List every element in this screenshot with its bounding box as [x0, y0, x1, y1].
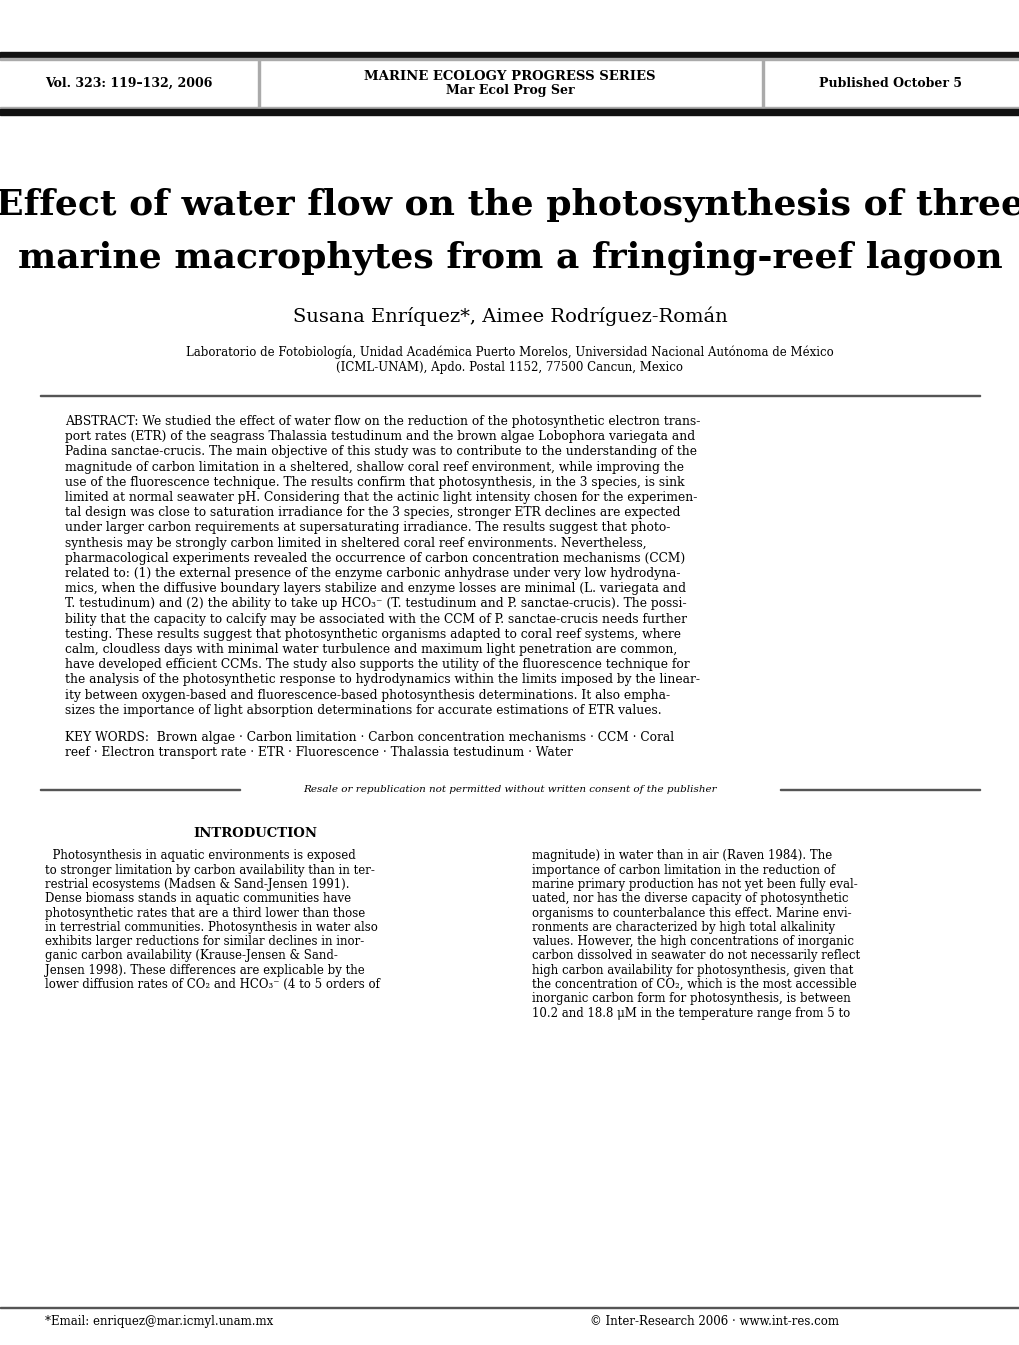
- Text: use of the fluorescence technique. The results confirm that photosynthesis, in t: use of the fluorescence technique. The r…: [65, 476, 684, 488]
- Text: calm, cloudless days with minimal water turbulence and maximum light penetration: calm, cloudless days with minimal water …: [65, 643, 677, 656]
- Text: Effect of water flow on the photosynthesis of three: Effect of water flow on the photosynthes…: [0, 188, 1019, 222]
- Text: pharmacological experiments revealed the occurrence of carbon concentration mech: pharmacological experiments revealed the…: [65, 551, 685, 565]
- Text: Susana Enríquez*, Aimee Rodríguez-Román: Susana Enríquez*, Aimee Rodríguez-Román: [292, 307, 727, 325]
- Text: ABSTRACT: We studied the effect of water flow on the reduction of the photosynth: ABSTRACT: We studied the effect of water…: [65, 416, 700, 428]
- Text: have developed efficient CCMs. The study also supports the utility of the fluore: have developed efficient CCMs. The study…: [65, 658, 689, 671]
- Text: Jensen 1998). These differences are explicable by the: Jensen 1998). These differences are expl…: [45, 964, 365, 976]
- Text: bility that the capacity to calcify may be associated with the CCM of P. sanctae: bility that the capacity to calcify may …: [65, 612, 687, 625]
- Text: marine primary production has not yet been fully eval-: marine primary production has not yet be…: [532, 878, 857, 890]
- Text: reef · Electron transport rate · ETR · Fluorescence · Thalassia testudinum · Wat: reef · Electron transport rate · ETR · F…: [65, 746, 573, 759]
- Text: ity between oxygen-based and fluorescence-based photosynthesis determinations. I: ity between oxygen-based and fluorescenc…: [65, 689, 669, 702]
- Text: ganic carbon availability (Krause-Jensen & Sand-: ganic carbon availability (Krause-Jensen…: [45, 950, 337, 963]
- Text: exhibits larger reductions for similar declines in inor-: exhibits larger reductions for similar d…: [45, 935, 364, 948]
- Text: sizes the importance of light absorption determinations for accurate estimations: sizes the importance of light absorption…: [65, 703, 661, 717]
- Text: magnitude of carbon limitation in a sheltered, shallow coral reef environment, w: magnitude of carbon limitation in a shel…: [65, 460, 684, 473]
- Text: in terrestrial communities. Photosynthesis in water also: in terrestrial communities. Photosynthes…: [45, 921, 377, 933]
- Bar: [0, 58, 1019, 61]
- Text: the analysis of the photosynthetic response to hydrodynamics within the limits i: the analysis of the photosynthetic respo…: [65, 674, 699, 686]
- Text: to stronger limitation by carbon availability than in ter-: to stronger limitation by carbon availab…: [45, 863, 375, 877]
- Text: Published October 5: Published October 5: [818, 77, 962, 90]
- Text: related to: (1) the external presence of the enzyme carbonic anhydrase under ver: related to: (1) the external presence of…: [65, 568, 680, 580]
- Text: testing. These results suggest that photosynthetic organisms adapted to coral re: testing. These results suggest that phot…: [65, 628, 681, 640]
- Text: Padina sanctae-crucis. The main objective of this study was to contribute to the: Padina sanctae-crucis. The main objectiv…: [65, 445, 696, 459]
- Text: T. testudinum) and (2) the ability to take up HCO₃⁻ (T. testudinum and P. sancta: T. testudinum) and (2) the ability to ta…: [65, 597, 686, 611]
- Text: tal design was close to saturation irradiance for the 3 species, stronger ETR de: tal design was close to saturation irrad…: [65, 506, 680, 519]
- Text: Mar Ecol Prog Ser: Mar Ecol Prog Ser: [445, 83, 574, 97]
- Text: lower diffusion rates of CO₂ and HCO₃⁻ (4 to 5 orders of: lower diffusion rates of CO₂ and HCO₃⁻ (…: [45, 978, 379, 991]
- Text: the concentration of CO₂, which is the most accessible: the concentration of CO₂, which is the m…: [532, 978, 856, 991]
- Text: carbon dissolved in seawater do not necessarily reflect: carbon dissolved in seawater do not nece…: [532, 950, 859, 963]
- Text: restrial ecosystems (Madsen & Sand-Jensen 1991).: restrial ecosystems (Madsen & Sand-Jense…: [45, 878, 350, 890]
- Text: photosynthetic rates that are a third lower than those: photosynthetic rates that are a third lo…: [45, 907, 365, 920]
- Text: INTRODUCTION: INTRODUCTION: [193, 827, 317, 841]
- Bar: [0, 108, 1019, 109]
- Text: © Inter-Research 2006 · www.int-res.com: © Inter-Research 2006 · www.int-res.com: [589, 1315, 839, 1328]
- Text: *Email: enriquez@mar.icmyl.unam.mx: *Email: enriquez@mar.icmyl.unam.mx: [45, 1315, 273, 1328]
- Text: Laboratorio de Fotobiología, Unidad Académica Puerto Morelos, Universidad Nacion: Laboratorio de Fotobiología, Unidad Acad…: [185, 346, 834, 359]
- Text: synthesis may be strongly carbon limited in sheltered coral reef environments. N: synthesis may be strongly carbon limited…: [65, 537, 646, 550]
- Text: mics, when the diffusive boundary layers stabilize and enzyme losses are minimal: mics, when the diffusive boundary layers…: [65, 582, 686, 596]
- Text: MARINE ECOLOGY PROGRESS SERIES: MARINE ECOLOGY PROGRESS SERIES: [364, 70, 655, 83]
- Bar: [0, 52, 1019, 58]
- Bar: [761, 61, 763, 108]
- Text: KEY WORDS:  Brown algae · Carbon limitation · Carbon concentration mechanisms · : KEY WORDS: Brown algae · Carbon limitati…: [65, 730, 674, 744]
- Text: importance of carbon limitation in the reduction of: importance of carbon limitation in the r…: [532, 863, 835, 877]
- Text: uated, nor has the diverse capacity of photosynthetic: uated, nor has the diverse capacity of p…: [532, 892, 848, 905]
- Text: organisms to counterbalance this effect. Marine envi-: organisms to counterbalance this effect.…: [532, 907, 851, 920]
- Text: inorganic carbon form for photosynthesis, is between: inorganic carbon form for photosynthesis…: [532, 993, 850, 1006]
- Text: marine macrophytes from a fringing-reef lagoon: marine macrophytes from a fringing-reef …: [17, 241, 1002, 276]
- Text: Vol. 323: 119–132, 2006: Vol. 323: 119–132, 2006: [45, 77, 213, 90]
- Text: (ICML-UNAM), Apdo. Postal 1152, 77500 Cancun, Mexico: (ICML-UNAM), Apdo. Postal 1152, 77500 Ca…: [336, 362, 683, 374]
- Text: ronments are characterized by high total alkalinity: ronments are characterized by high total…: [532, 921, 835, 933]
- Text: limited at normal seawater pH. Considering that the actinic light intensity chos: limited at normal seawater pH. Consideri…: [65, 491, 697, 504]
- Text: Dense biomass stands in aquatic communities have: Dense biomass stands in aquatic communit…: [45, 892, 351, 905]
- Text: under larger carbon requirements at supersaturating irradiance. The results sugg: under larger carbon requirements at supe…: [65, 522, 669, 534]
- Text: port rates (ETR) of the seagrass Thalassia testudinum and the brown algae Loboph: port rates (ETR) of the seagrass Thalass…: [65, 430, 694, 444]
- Text: Photosynthesis in aquatic environments is exposed: Photosynthesis in aquatic environments i…: [45, 850, 356, 862]
- Text: magnitude) in water than in air (Raven 1984). The: magnitude) in water than in air (Raven 1…: [532, 850, 832, 862]
- Text: 10.2 and 18.8 μM in the temperature range from 5 to: 10.2 and 18.8 μM in the temperature rang…: [532, 1006, 850, 1020]
- Bar: [258, 61, 260, 108]
- Text: Resale or republication not permitted without written consent of the publisher: Resale or republication not permitted wi…: [303, 785, 716, 794]
- Bar: [0, 109, 1019, 116]
- Text: values. However, the high concentrations of inorganic: values. However, the high concentrations…: [532, 935, 853, 948]
- Text: high carbon availability for photosynthesis, given that: high carbon availability for photosynthe…: [532, 964, 853, 976]
